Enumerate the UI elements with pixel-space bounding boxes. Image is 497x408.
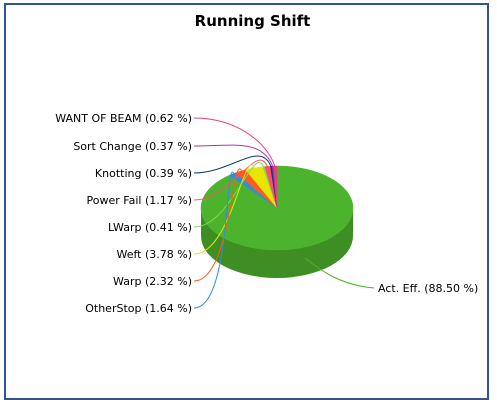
leader-line-act-eff [304,257,375,289]
slice-label-want-of-beam: WANT OF BEAM (0.62 %) [55,112,192,125]
leader-line-weft [193,164,256,255]
leader-line-sort-change [193,144,274,169]
slice-label-lwarp: LWarp (0.41 %) [108,221,192,234]
leader-line-lwarp [193,162,265,228]
leader-lines [193,117,375,309]
chart-title: Running Shift [194,12,311,30]
slice-label-otherstop: OtherStop (1.64 %) [85,302,192,315]
slice-label-weft: Weft (3.78 %) [116,248,192,261]
slice-label-sort-change: Sort Change (0.37 %) [73,140,192,153]
pie-side-wall [201,208,353,278]
leader-line-want-of-beam [193,117,277,169]
slice-label-knotting: Knotting (0.39 %) [95,167,192,180]
slice-label-warp: Warp (2.32 %) [113,275,192,288]
leader-line-otherstop [193,171,236,309]
slice-label-power-fail: Power Fail (1.17 %) [87,194,192,207]
pie-slices [200,165,354,278]
leader-line-warp [193,168,243,282]
leader-line-knotting [193,155,273,174]
pie-slice-want-of-beam [273,165,278,209]
leader-line-power-fail [193,159,269,201]
slice-label-act-eff: Act. Eff. (88.50 %) [378,282,478,295]
slice-labels: WANT OF BEAM (0.62 %) Sort Change (0.37 %… [55,112,478,315]
